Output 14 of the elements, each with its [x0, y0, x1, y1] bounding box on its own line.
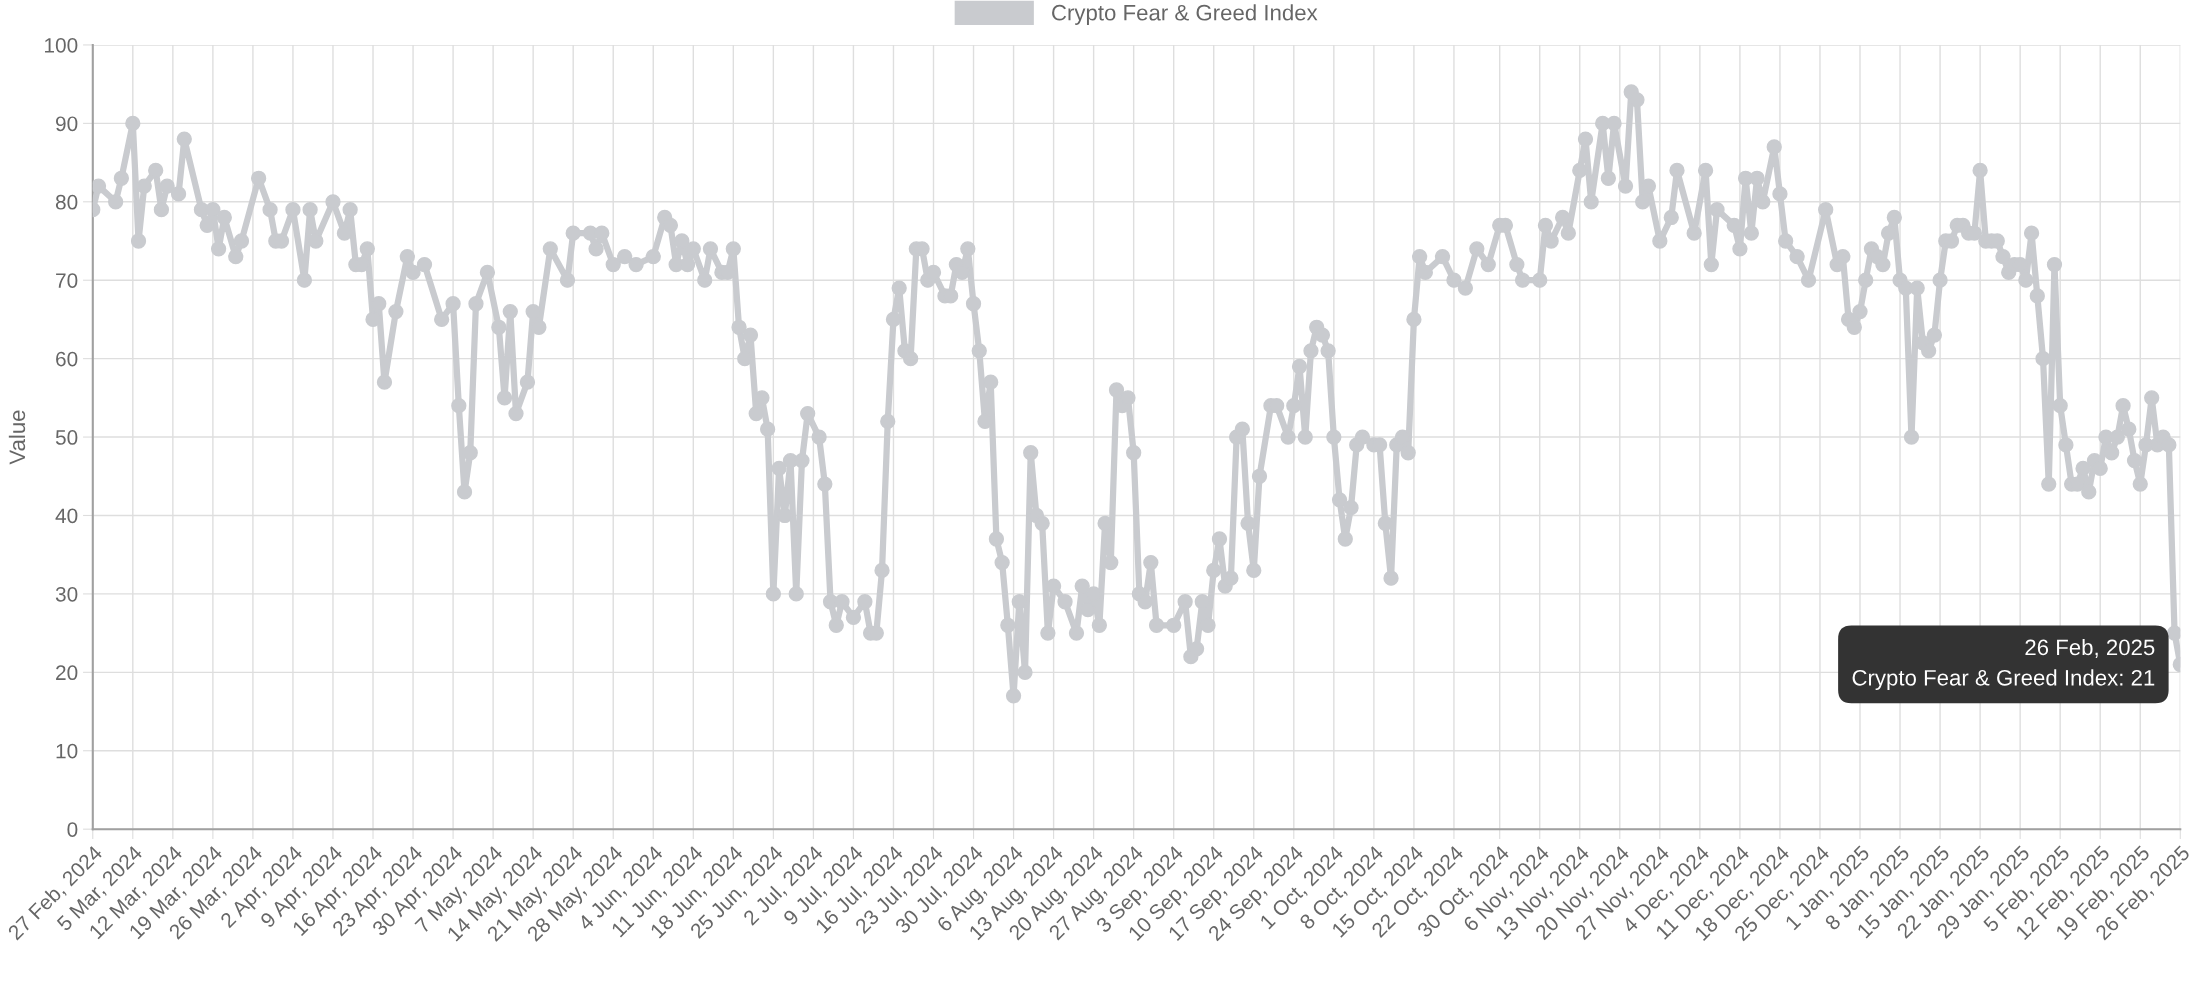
- y-tick-label: 50: [55, 430, 78, 445]
- y-tick-label: 100: [45, 37, 78, 53]
- y-tick-label: 20: [56, 665, 78, 681]
- y-tick-label: 0: [67, 822, 78, 837]
- legend-label: Crypto Fear & Greed Index: [1052, 4, 1318, 25]
- annotation: 26 Feb, 2025 Crypto Fear & Greed Index: 21: [1852, 638, 2155, 691]
- y-axis-title: Value: [8, 410, 26, 465]
- y-tick-label: 30: [55, 586, 78, 602]
- y-tick-label: 90: [56, 116, 78, 132]
- y-tick-label: 60: [56, 351, 78, 367]
- y-tick-label: 10: [56, 743, 78, 759]
- y-tick-label: 80: [55, 194, 78, 210]
- y-tick-label: 40: [55, 508, 78, 524]
- y-tick-label: 70: [56, 273, 78, 288]
